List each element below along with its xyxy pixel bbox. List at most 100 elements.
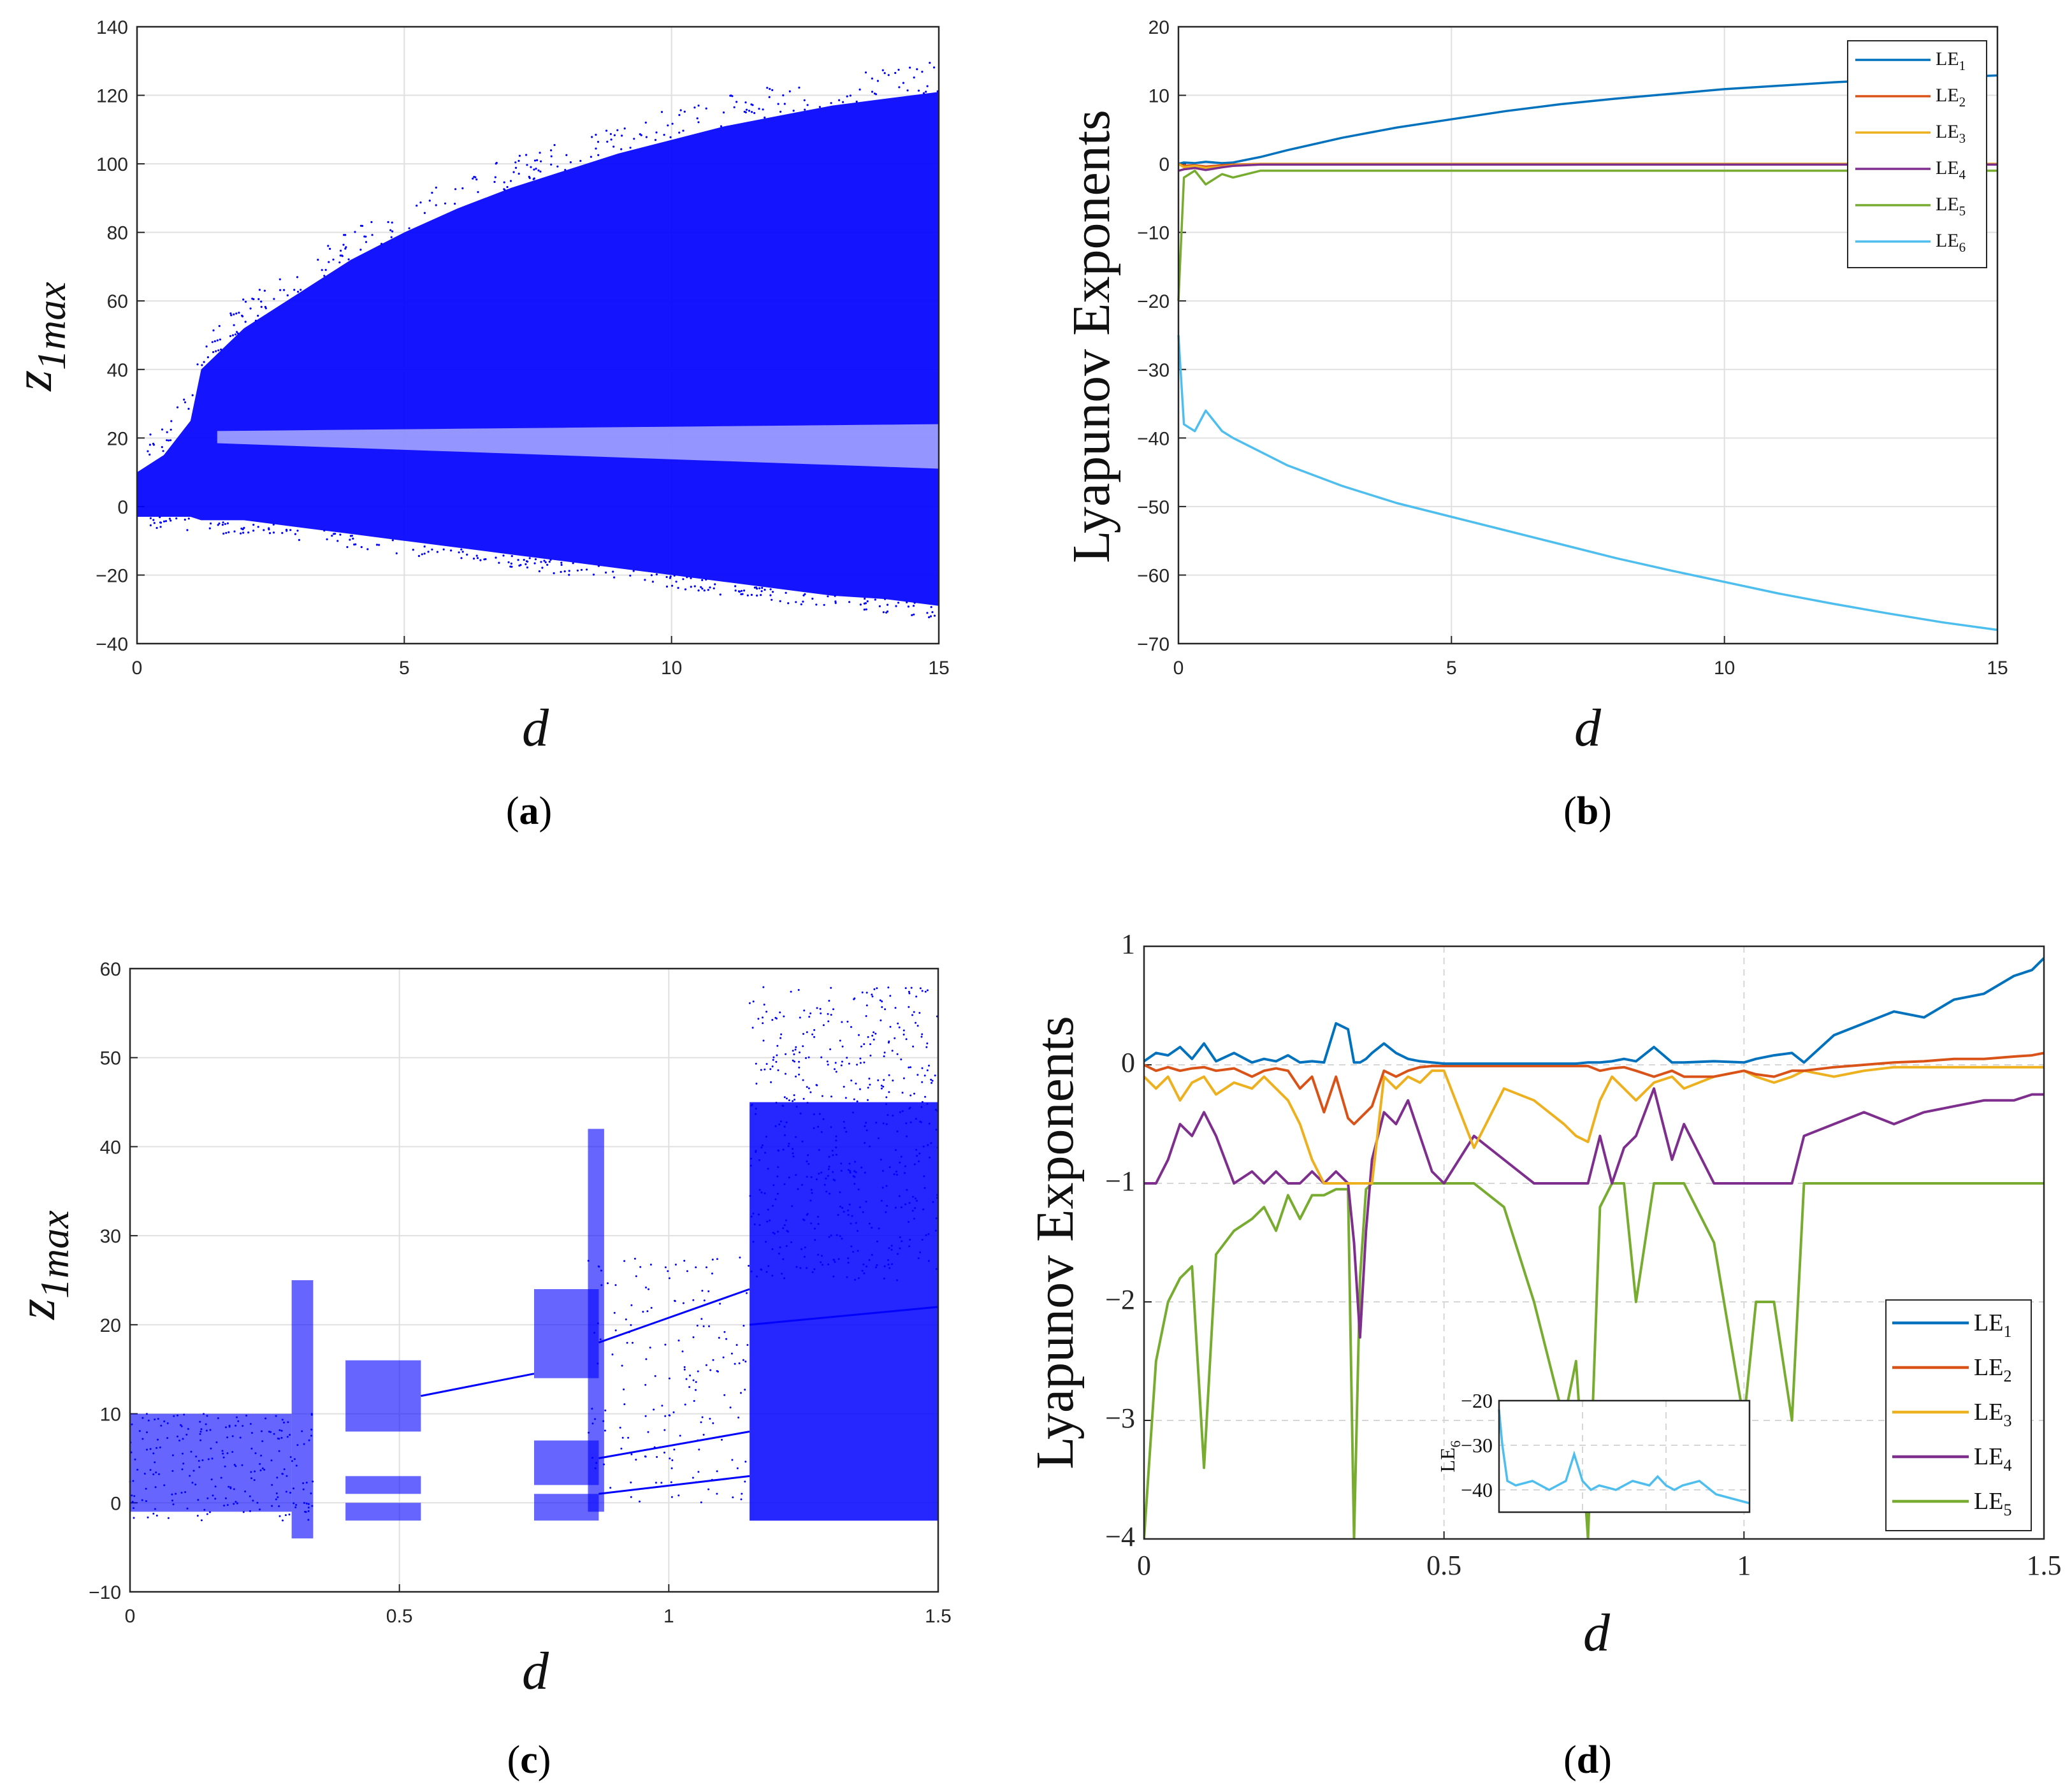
scatter-point (533, 159, 537, 162)
scatter-point (772, 1056, 775, 1058)
scatter-point (839, 1039, 841, 1042)
scatter-point (145, 1413, 148, 1415)
legend-label-sub: 3 (1959, 131, 1966, 146)
scatter-point (282, 1519, 284, 1522)
scatter-point (736, 1467, 739, 1469)
scatter-point (923, 1175, 925, 1178)
scatter-point (830, 1014, 832, 1016)
scatter-point (236, 332, 240, 335)
scatter-point (682, 578, 685, 581)
scatter-point (539, 152, 541, 154)
scatter-point (263, 1468, 266, 1471)
scatter-point (881, 1000, 883, 1002)
scatter-point (700, 1501, 702, 1504)
inset-y-tick-label: −30 (1461, 1434, 1493, 1457)
scatter-point (879, 999, 881, 1002)
scatter-point (792, 1100, 794, 1102)
scatter-point (166, 431, 168, 433)
scatter-point (133, 1517, 135, 1519)
scatter-point (815, 603, 818, 606)
scatter-point (785, 1245, 788, 1247)
scatter-point (834, 1068, 836, 1071)
scatter-point (744, 111, 747, 113)
scatter-point (830, 986, 832, 989)
legend-label-sub: 2 (1959, 94, 1966, 110)
scatter-point (639, 1266, 642, 1268)
scatter-point (772, 591, 774, 593)
scatter-point (927, 1144, 929, 1146)
scatter-point (673, 1448, 676, 1451)
scatter-point (930, 606, 932, 609)
scatter-point (740, 1392, 742, 1394)
scatter-point (253, 1479, 256, 1482)
scatter-point (504, 189, 506, 191)
scatter-point (307, 1506, 310, 1509)
scatter-point (423, 545, 426, 548)
inset-y-tick-label: −20 (1461, 1389, 1493, 1412)
scatter-point (663, 1452, 665, 1454)
scatter-point (750, 1215, 753, 1218)
scatter-point (603, 1463, 605, 1466)
scatter-point (132, 1480, 134, 1482)
scatter-point (722, 1356, 725, 1359)
scatter-point (900, 1058, 902, 1060)
y-tick-label: −30 (1137, 360, 1170, 381)
panel-b-lyapunov-exponents: 0 5 10 15−70−60−50−40−30−20−1001020LE1LE2LE… (1062, 17, 2008, 833)
scatter-point (897, 1022, 899, 1025)
scatter-point (644, 121, 647, 124)
scatter-point (152, 444, 155, 446)
scatter-point (301, 1430, 303, 1433)
scatter-point (797, 989, 800, 991)
scatter-point (835, 1071, 837, 1073)
scatter-point (777, 1231, 779, 1233)
scatter-point (605, 129, 608, 132)
scatter-point (145, 1487, 147, 1490)
scatter-point (890, 1248, 893, 1251)
scatter-point (758, 108, 760, 110)
scatter-point (806, 1160, 808, 1162)
scatter-point (895, 1171, 898, 1173)
scatter-point (834, 1062, 837, 1064)
scatter-point (665, 575, 668, 579)
scatter-point (876, 80, 879, 82)
scatter-point (553, 144, 556, 147)
scatter-point (881, 69, 884, 71)
scatter-point (916, 1074, 919, 1076)
scatter-point (768, 96, 771, 98)
scatter-point (533, 562, 536, 565)
scatter-point (822, 1118, 825, 1120)
scatter-point (859, 1088, 861, 1090)
scatter-point (908, 1066, 910, 1069)
scatter-point (841, 1060, 843, 1063)
scatter-point (848, 601, 851, 603)
scatter-point (149, 453, 151, 456)
scatter-point (882, 1085, 885, 1088)
scatter-point (746, 1292, 748, 1294)
scatter-point (836, 1234, 838, 1236)
scatter-point (604, 1429, 606, 1432)
scatter-point (758, 1188, 761, 1191)
scatter-point (239, 1436, 242, 1439)
scatter-point (523, 559, 525, 561)
scatter-point (683, 1260, 686, 1262)
scatter-point (918, 1152, 921, 1155)
scatter-point (792, 1050, 794, 1052)
scatter-point (378, 544, 380, 546)
scatter-point (543, 559, 546, 562)
scatter-point (756, 1275, 758, 1278)
scatter-point (841, 1207, 844, 1209)
scatter-point (810, 1222, 813, 1225)
scatter-point (341, 255, 344, 257)
scatter-point (832, 1154, 834, 1157)
scatter-point (214, 1498, 217, 1500)
y-tick-label: 40 (107, 360, 128, 381)
scatter-point (705, 1364, 707, 1366)
scatter-point (913, 76, 915, 79)
scatter-point (752, 1000, 755, 1003)
scatter-point (511, 565, 513, 568)
scatter-point (162, 450, 164, 452)
x-tick-label: 1 (663, 1606, 674, 1627)
y-tick-label: 60 (107, 291, 128, 312)
scatter-point (235, 312, 238, 315)
